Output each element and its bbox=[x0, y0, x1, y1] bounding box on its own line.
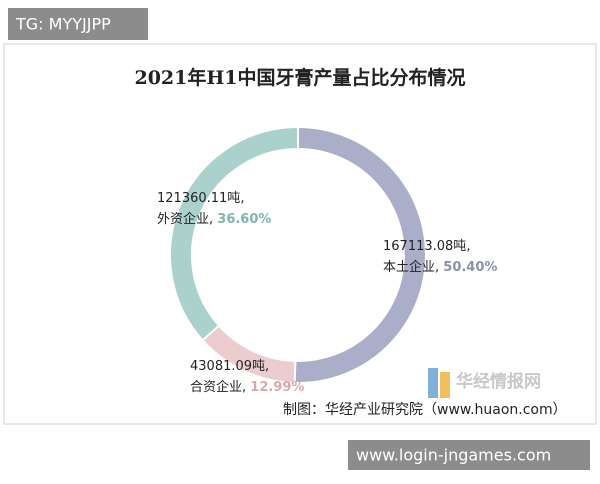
percent-label: 50.40% bbox=[443, 260, 497, 275]
overlay-box bbox=[348, 440, 590, 470]
separator: , bbox=[242, 380, 250, 395]
overlay-box bbox=[8, 8, 148, 40]
separator: , bbox=[209, 212, 217, 227]
data-label: 121360.11吨, bbox=[157, 191, 244, 206]
overlay-text: www.login-jngames.com bbox=[356, 446, 551, 465]
category-label: 本土企业 bbox=[383, 259, 435, 275]
chart-title: 2021年H1中国牙膏产量占比分布情况 bbox=[134, 66, 465, 89]
amount-label: 43081.09吨 bbox=[190, 359, 265, 374]
data-label: 外资企业, 36.60% bbox=[157, 211, 271, 227]
source-note: 制图：华经产业研究院（www.huaon.com） bbox=[283, 402, 567, 418]
percent-label: 12.99% bbox=[250, 380, 304, 395]
separator: , bbox=[265, 359, 269, 374]
donut-segment bbox=[169, 125, 299, 342]
overlay-text: TG: MYYJJPP bbox=[15, 15, 111, 34]
data-label: 167113.08吨, bbox=[383, 239, 470, 254]
amount-label: 167113.08吨 bbox=[383, 239, 466, 254]
separator: , bbox=[466, 239, 470, 254]
watermark-logo bbox=[428, 368, 450, 398]
data-label: 本土企业, 50.40% bbox=[383, 259, 497, 275]
data-label: 43081.09吨, bbox=[190, 359, 269, 374]
separator: , bbox=[435, 260, 443, 275]
watermark: 华经情报网 bbox=[456, 371, 541, 392]
amount-label: 121360.11吨 bbox=[157, 191, 240, 206]
category-label: 外资企业 bbox=[157, 211, 209, 227]
category-label: 合资企业 bbox=[190, 379, 242, 395]
data-label: 合资企业, 12.99% bbox=[190, 379, 304, 395]
percent-label: 36.60% bbox=[217, 212, 271, 227]
separator: , bbox=[240, 191, 244, 206]
